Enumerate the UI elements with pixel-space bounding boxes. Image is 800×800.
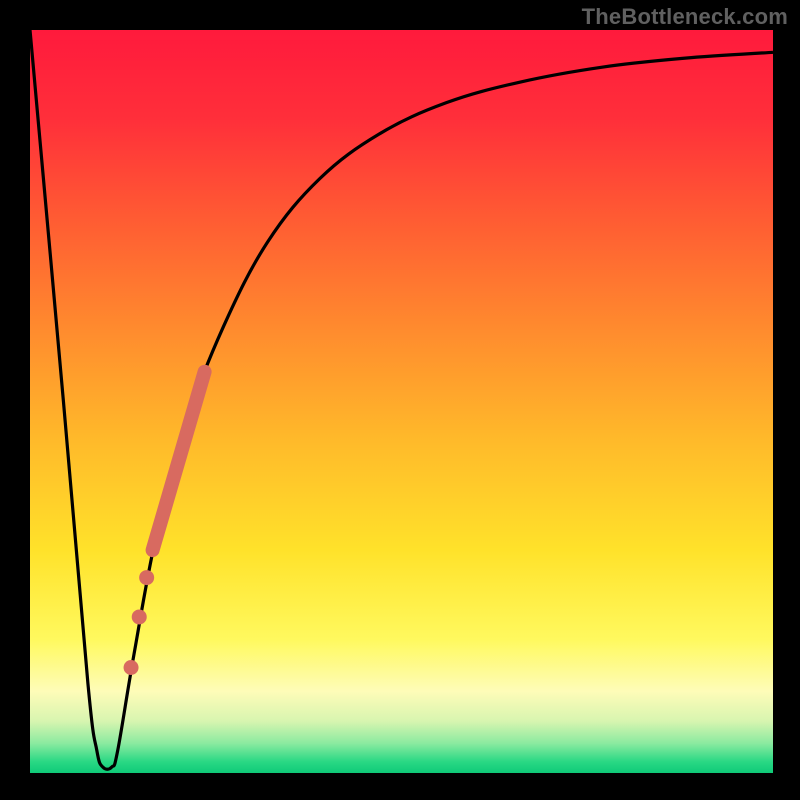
highlight-dot	[139, 570, 154, 585]
chart-svg	[0, 0, 800, 800]
highlight-dot	[132, 609, 147, 624]
highlight-dot	[124, 660, 139, 675]
chart-background-gradient	[30, 30, 773, 773]
watermark-text: TheBottleneck.com	[582, 4, 788, 30]
chart-container: TheBottleneck.com	[0, 0, 800, 800]
